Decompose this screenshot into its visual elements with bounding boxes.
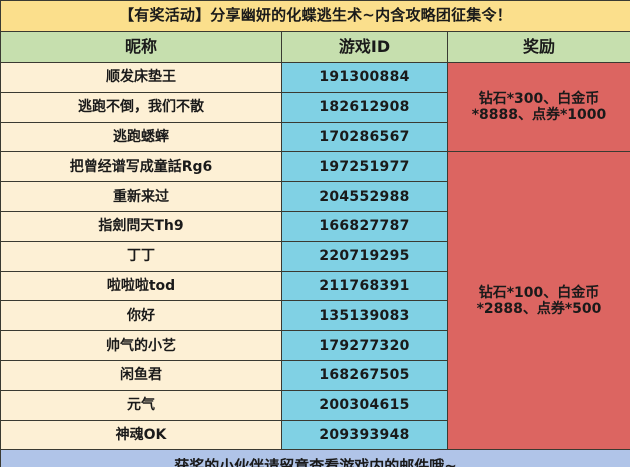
cell-nickname: 丁丁 [0, 240, 282, 272]
cell-game-id: 211768391 [281, 270, 448, 302]
cell-nickname: 把曾经谱写成童話Rg6 [0, 151, 282, 183]
cell-game-id: 170286567 [281, 121, 448, 153]
table-row: 帅气的小艺 179277320 [0, 330, 630, 361]
table-row: 神魂OK 209393948 [0, 419, 630, 451]
cell-nickname: 重新来过 [0, 181, 282, 212]
table-row: 丁丁 220719295 [0, 240, 630, 272]
cell-game-id: 182612908 [281, 91, 448, 123]
cell-game-id: 166827787 [281, 210, 448, 242]
cell-game-id: 204552988 [281, 181, 448, 212]
table-row: 顺发床垫王 191300884 钻石*300、白金币 *8888、点券*1000 [0, 61, 630, 153]
cell-game-id: 135139083 [281, 300, 448, 332]
cell-nickname: 啦啦啦tod [0, 270, 282, 302]
cell-nickname: 帅气的小艺 [0, 330, 282, 361]
column-header-nickname: 昵称 [0, 31, 282, 63]
cell-nickname: 逃跑不倒，我们不散 [0, 91, 282, 123]
cell-game-id: 220719295 [281, 240, 448, 272]
cell-nickname: 神魂OK [0, 419, 282, 451]
footer-note: 获奖的小伙伴请留意查看游戏内的邮件哦~ [0, 449, 630, 467]
table-row: 啦啦啦tod 211768391 [0, 270, 630, 302]
cell-nickname: 指劍問天Th9 [0, 210, 282, 242]
cell-game-id: 209393948 [281, 419, 448, 451]
reward-tier-2-line-2: *2888、点券*500 [476, 300, 602, 317]
column-header-game-id: 游戏ID [281, 31, 448, 63]
cell-game-id: 197251977 [281, 151, 448, 183]
cell-game-id: 191300884 [281, 62, 448, 93]
cell-game-id: 168267505 [281, 359, 448, 391]
cell-reward-tier-1: 钻石*300、白金币 *8888、点券*1000 [447, 61, 630, 153]
column-header-reward: 奖励 [447, 31, 630, 63]
cell-reward-tier-2: 钻石*100、白金币 *2888、点券*500 [447, 151, 630, 451]
cell-nickname: 元气 [0, 389, 282, 421]
table-row: 你好 135139083 [0, 300, 630, 332]
cell-nickname: 你好 [0, 300, 282, 332]
table-row: 重新来过 204552988 [0, 181, 630, 212]
title-banner-row: 【有奖活动】分享幽妍的化蝶逃生术~内含攻略团征集令！ [0, 0, 630, 32]
reward-tier-1-line-1: 钻石*300、白金币 [478, 91, 600, 108]
cell-nickname: 顺发床垫王 [0, 62, 282, 93]
table-row: 元气 200304615 [0, 389, 630, 421]
announcement-title: 【有奖活动】分享幽妍的化蝶逃生术~内含攻略团征集令！ [0, 0, 630, 32]
reward-tier-1-line-2: *8888、点券*1000 [471, 107, 607, 124]
cell-nickname: 逃跑蟋蟀 [0, 121, 282, 153]
footer-note-row: 获奖的小伙伴请留意查看游戏内的邮件哦~ [0, 449, 630, 467]
table-row: 把曾经谱写成童話Rg6 197251977 钻石*100、白金币 *2888、点… [0, 151, 630, 451]
cell-game-id: 200304615 [281, 389, 448, 421]
cell-nickname: 闲鱼君 [0, 359, 282, 391]
cell-game-id: 179277320 [281, 330, 448, 361]
column-header-row: 昵称 游戏ID 奖励 [0, 31, 630, 63]
table-row: 逃跑不倒，我们不散 182612908 [0, 91, 630, 123]
reward-tier-2-line-1: 钻石*100、白金币 [478, 284, 600, 301]
table-row: 指劍問天Th9 166827787 [0, 210, 630, 242]
